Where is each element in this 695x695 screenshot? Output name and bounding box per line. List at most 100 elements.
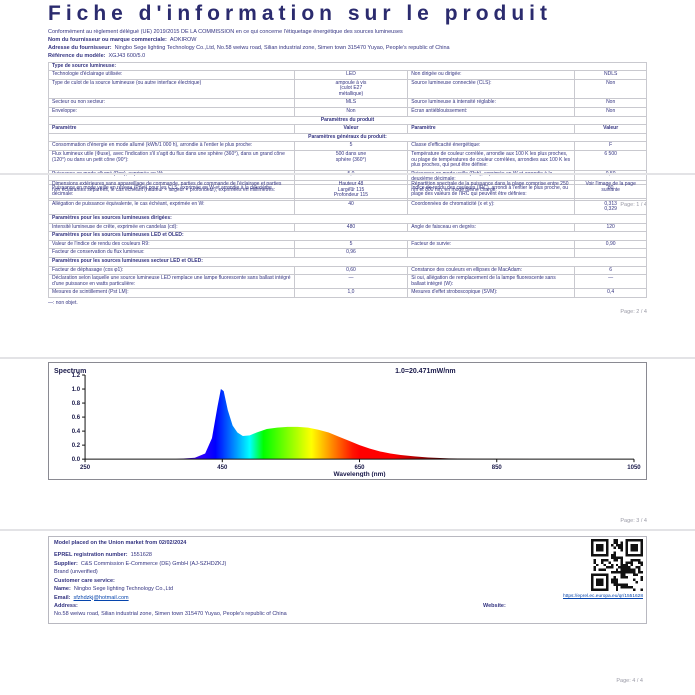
table-section-header: Paramètres du produit [49,117,646,126]
page-number: Page: 1 / 4 [620,202,647,209]
table-value-cell: ampoule à vis (culot E27 métallique) [293,79,407,99]
chart-text: 1050 [627,465,641,471]
table-label-cell: Angle de faisceau en degrés: [407,223,574,232]
table-label-cell: Classe d'efficacité énergétique: [407,142,574,151]
table-label-cell: Facteur de conservation du flux lumineux… [52,249,145,256]
supplier-address-value: Ningbo Sege lighting Technology Co.,Ltd,… [114,44,450,51]
table-label-cell: Facteur de déphasage (cos φ1): [52,266,124,273]
table-value-cell: 0,60 [293,266,407,275]
chart-text: 650 [355,465,366,471]
table-label-cell: Constance des couleurs en ellipses de Ma… [407,266,574,275]
table-row: Technologie d'éclairage utilisée: LED Non … [49,71,646,80]
page-4: Model placed on the Union market from 02… [48,536,647,694]
table-section-header: Paramètres pour les sources lumineuses s… [49,258,646,267]
table-value-cell: — [574,275,646,289]
table-value-cell: Hauteur 48 Largeur 115 Profondeur 115 [293,181,407,200]
table-label-cell: Dimensions extérieures sans appareillage… [52,181,282,193]
page-title: Fiche d'information sur le produit [48,2,553,25]
eprel-number-line: EPREL registration number: 1551628 [54,552,474,559]
table-label-cell: Valeur de l'indice de rendu des couleurs… [52,240,150,247]
page-number: Page: 3 / 4 [620,518,647,525]
chart-text: 0.8 [72,401,81,407]
supplier-line: Supplier: C&S Commission E-Commerce (DE) … [54,561,474,568]
table-row: Valeur de l'indice de rendu des couleurs… [49,240,646,250]
table-section-header: Type de source lumineuse: [49,63,646,72]
table-row: Flux lumineux utile (Φuse), avec l'indic… [49,151,646,171]
table-section-header: Paramètres pour les sources lumineuses L… [49,232,646,241]
page-2: Dimensions extérieures sans appareillage… [48,178,647,356]
chart-text: 0.4 [72,429,81,435]
model-reference-value: XGJ43 600/5.0 [108,52,146,59]
table-row: Consommation d'énergie en mode allumé (k… [49,142,646,152]
page-separator [0,529,695,531]
table-row: Allégation de puissance équivalente, le … [49,200,646,215]
chart-text: 1.2 [72,373,81,379]
page-separator [0,357,695,359]
table-row: Mesures de scintillement (Pst LM): 1,0 Mes… [49,289,646,298]
spectrum-chart-frame: 0.0 0.2 0.4 0.6 0.8 1.0 1.2 250 450 650 850 1050 Wav… [48,362,647,481]
table-label-cell: Flux lumineux utile (Φuse), avec l'indic… [52,151,285,163]
table-value-cell: LED [293,71,407,79]
table-value-cell: 120 [574,223,646,232]
table-label-cell: Mesures de scintillement (Pst LM): [52,289,129,296]
table-label-cell: Non dirigée ou dirigée: [407,71,574,79]
chart-text: 1.0=20.471mW/nm [395,368,456,375]
spectrum-curve [85,389,634,460]
table-row: Facteur de déphasage (cos φ1): 0,60 Consta… [49,266,646,276]
table-value-cell: Voir l'image de la page suivante [574,181,646,200]
page-1: Fiche d'information sur le produit Confo… [48,2,647,208]
table-value-cell: Valeur [574,125,646,133]
qr-code-icon [591,539,643,591]
supplier-name-label: Nom du fournisseur ou marque commerciale… [48,36,167,43]
table-label-cell: Intensité lumineuse de crête, exprimée e… [52,223,178,230]
chart-text: Wavelength (nm) [333,471,385,477]
page-3: 0.0 0.2 0.4 0.6 0.8 1.0 1.2 250 450 650 850 1050 Wav… [48,362,647,528]
table-label-cell: Puissance en mode veille en réseau (Pnet… [52,185,272,197]
table-value-cell: 0,313 0,329 [574,200,646,214]
address-label: Address: [54,602,78,609]
table-label-cell: Répartition spectrale de la puissance da… [407,181,574,200]
table-label-cell: Paramètre [407,125,574,133]
table-row: Intensité lumineuse de crête, exprimée e… [49,223,646,233]
table-label-cell: Facteur de survie: [407,240,574,249]
table-label-cell: Indice de rendu des couleurs (IRC), arro… [407,185,574,199]
table-value-cell: F [574,142,646,151]
table-row: Déclaration selon laquelle une source lu… [49,275,646,290]
eprel-registration-card: Model placed on the Union market from 02… [48,536,647,624]
table-label-cell [407,249,574,257]
table-row: Puissance en mode veille en réseau (Pnet… [49,185,646,200]
table-value-cell: Valeur [293,125,407,133]
manufacturer-name-line: Name: Ningbo Sege lighting Technology Co.… [54,586,474,593]
chart-text: 1.0 [72,387,81,393]
table-value-cell: 0,4 [574,289,646,297]
supplier-name-line: Nom du fournisseur ou marque commerciale… [48,37,647,44]
table-value-cell: Non [574,99,646,108]
name-value: Ningbo Sege lighting Technology Co.,Ltd [73,586,174,593]
table-value-cell: 40 [293,200,407,214]
table-value-cell: Non [574,108,646,116]
model-reference-line: Référence du modèle: XGJ43 600/5.0 [48,53,647,60]
email-label: Email: [54,594,71,601]
website-label: Website: [483,603,506,609]
table-label-cell: Source lumineuse à intensité réglable: [407,99,574,108]
eprel-number-label: EPREL registration number: [54,552,128,559]
eprel-number-value: 1551628 [130,552,152,559]
table-value-cell: 6 [574,266,646,275]
table-value-cell: 0,90 [574,240,646,249]
eprel-qr-link[interactable]: https://eprel.ec.europa.eu/qr/1551628 [562,594,643,599]
table-row: Paramètre Valeur Paramètre Valeur [49,125,646,134]
chart-text: 0.0 [72,457,81,463]
table-value-cell: NDLS [574,71,646,79]
table-label-cell: Consommation d'énergie en mode allumé (k… [52,142,253,149]
table-value-cell: — [293,275,407,289]
table-label-cell: Type de culot de la source lumineuse (ou… [52,79,202,86]
product-parameters-table-page2: Dimensions extérieures sans appareillage… [48,180,647,298]
table-label-cell: Température de couleur corrélée, arrondi… [407,151,574,170]
email-link[interactable]: sfzhdzkj@hotmail.com [73,594,129,601]
supplier-value: C&S Commission E-Commerce (DE) GmbH (AJ-… [80,560,227,567]
table-label-cell: Déclaration selon laquelle une source lu… [52,275,291,287]
not-applicable-note: —: non objet. [48,299,78,306]
market-placement-line: Model placed on the Union market from 02… [54,540,187,546]
model-reference-label: Référence du modèle: [48,52,106,59]
